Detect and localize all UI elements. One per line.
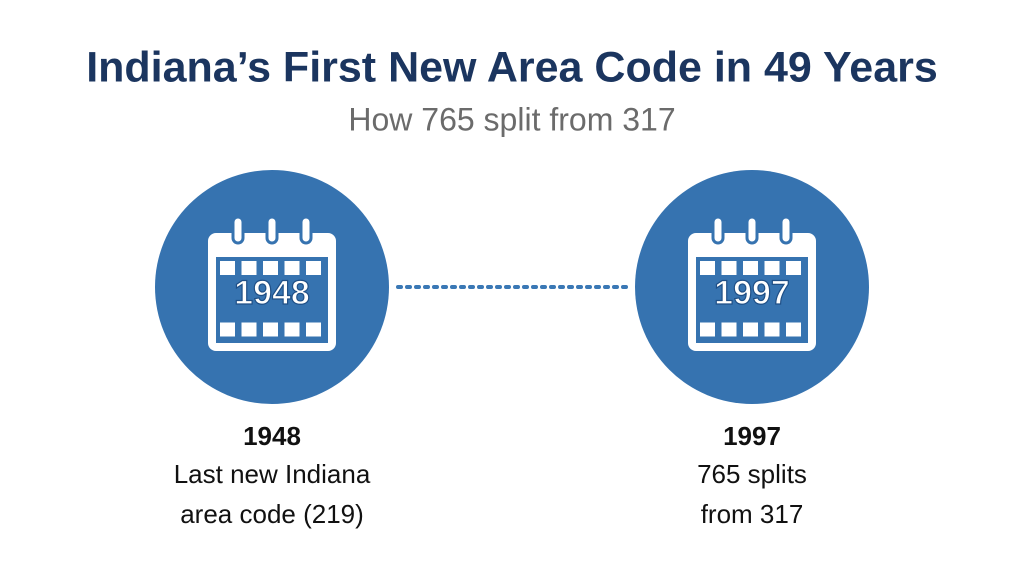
milestone-description: area code (219) <box>180 499 364 529</box>
calendar-cell <box>764 322 780 337</box>
subtitle: How 765 split from 317 <box>348 101 675 137</box>
calendar-icon: 1948 <box>208 215 336 351</box>
calendar-cell <box>306 322 321 337</box>
calendar-cell <box>263 322 278 337</box>
calendar-cell <box>743 261 758 275</box>
title: Indiana’s First New Area Code in 49 Year… <box>86 43 938 91</box>
milestone-description: from 317 <box>701 499 804 529</box>
calendar-cell <box>721 322 737 337</box>
calendar-year: 1948 <box>234 274 310 312</box>
milestone: 1948 1948 Last new Indiana area code (219) <box>155 170 389 529</box>
calendar-cell <box>743 322 758 337</box>
calendar-cell <box>241 261 257 275</box>
milestone-description: Last new Indiana <box>174 459 371 489</box>
calendar-ring <box>231 215 245 245</box>
calendar-cell <box>220 322 235 337</box>
calendar-cell <box>220 261 235 275</box>
calendar-ring <box>299 215 313 245</box>
calendar-ring <box>711 215 725 245</box>
calendar-cell <box>700 322 715 337</box>
calendar-cell <box>284 261 300 275</box>
milestone-year: 1997 <box>723 421 781 451</box>
milestone-description: 765 splits <box>697 459 807 489</box>
calendar-cell <box>721 261 737 275</box>
calendar-ring <box>265 215 279 245</box>
calendar-cell <box>786 261 801 275</box>
calendar-cell <box>241 322 257 337</box>
calendar-icon: 1997 <box>688 215 816 351</box>
milestone: 1997 1997 765 splits from 317 <box>635 170 869 529</box>
calendar-cell <box>786 322 801 337</box>
calendar-cell <box>764 261 780 275</box>
calendar-ring <box>745 215 759 245</box>
calendar-cell <box>700 261 715 275</box>
calendar-cell <box>284 322 300 337</box>
milestone-year: 1948 <box>243 421 301 451</box>
calendar-ring <box>779 215 793 245</box>
calendar-cell <box>263 261 278 275</box>
calendar-cell <box>306 261 321 275</box>
calendar-year: 1997 <box>714 274 790 312</box>
